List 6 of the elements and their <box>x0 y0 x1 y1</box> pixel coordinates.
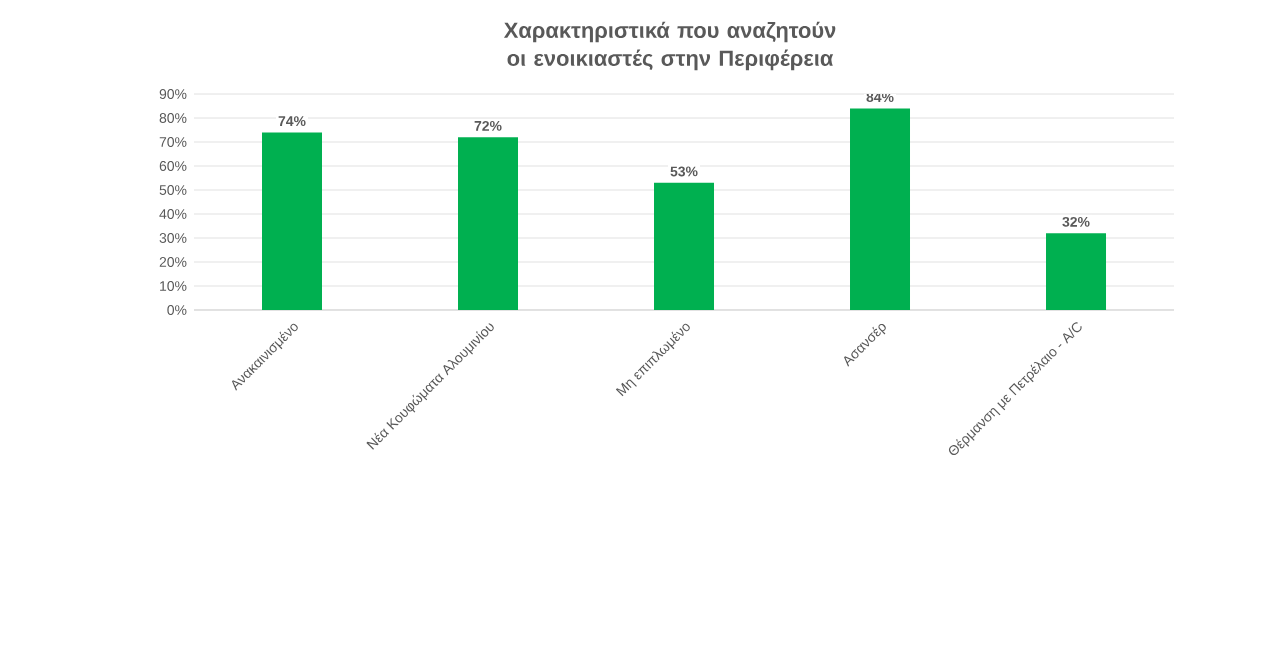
bar <box>262 132 322 310</box>
bar <box>458 137 519 310</box>
bar <box>654 182 715 310</box>
bar <box>850 108 911 310</box>
chart-title: Χαρακτηριστικά που αναζητούν οι ενοικιαστές στην Περιφέρεια <box>503 21 836 71</box>
bar <box>1046 233 1107 310</box>
